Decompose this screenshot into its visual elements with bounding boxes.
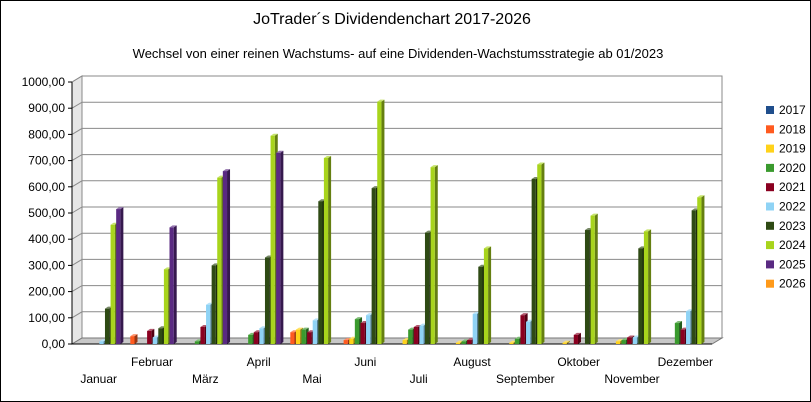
legend-label: 2023	[779, 219, 806, 233]
bar-2019-oktober	[562, 340, 570, 344]
legend-item-2021: 2021	[766, 180, 806, 194]
legend-item-2023: 2023	[766, 219, 806, 233]
category-label-märz: März	[192, 372, 219, 386]
legend-label: 2022	[779, 200, 806, 214]
legend-swatch	[766, 183, 774, 192]
gridline	[71, 101, 722, 109]
axes: 0,00 100,00 200,00 300,00 400,00 500,00 600,00…	[22, 75, 712, 351]
legend-swatch	[766, 144, 774, 153]
legend-swatch	[766, 163, 774, 172]
chart-subtitle: Wechsel von einer reinen Wachstums- auf …	[133, 46, 664, 61]
bar-2025-märz	[222, 169, 231, 344]
gridline	[71, 206, 722, 214]
gridline	[71, 180, 722, 188]
category-label-august: August	[453, 355, 491, 369]
bar-2025-februar	[169, 225, 177, 344]
bar-2018-februar	[130, 334, 138, 344]
legend-swatch	[766, 221, 774, 230]
category-label-september: September	[496, 372, 555, 386]
chart-title: JoTrader´s Dividendenchart 2017-2026	[253, 11, 531, 28]
bars	[99, 99, 705, 345]
bar-2024-september	[537, 162, 545, 344]
legend-item-2024: 2024	[766, 238, 806, 252]
bar-2025-april	[276, 150, 284, 344]
legend-swatch	[766, 125, 774, 134]
category-label-oktober: Oktober	[557, 355, 600, 369]
legend-label: 2024	[779, 238, 806, 252]
category-label-mai: Mai	[302, 372, 321, 386]
gridline	[71, 127, 722, 135]
y-tick-label: 900,00	[28, 101, 65, 115]
legend-item-2017: 2017	[766, 103, 806, 117]
legend-swatch	[766, 106, 774, 114]
legend: 2017 2018 2019 2020 2021 2022 2023 2024 2025 2026	[766, 103, 806, 291]
bar-2024-mai	[323, 155, 332, 344]
legend-item-2026: 2026	[766, 277, 806, 291]
y-tick-label: 300,00	[28, 258, 65, 272]
bar-2024-november	[643, 229, 652, 344]
gridline	[71, 258, 722, 266]
y-tick-label: 800,00	[28, 127, 65, 141]
category-label-juni: Juni	[354, 355, 376, 369]
category-label-november: November	[604, 372, 659, 386]
legend-label: 2018	[779, 122, 806, 136]
category-label-februar: Februar	[131, 355, 173, 369]
y-tick-label: 200,00	[28, 285, 65, 299]
gridline	[71, 311, 722, 319]
legend-label: 2021	[779, 180, 806, 194]
y-tick-label: 700,00	[28, 154, 65, 168]
y-tick-label: 1000,00	[22, 75, 66, 89]
legend-label: 2017	[779, 103, 806, 117]
gridline	[71, 154, 722, 162]
bar-2024-oktober	[590, 213, 598, 344]
y-tick-label: 600,00	[28, 180, 65, 194]
legend-swatch	[766, 202, 774, 211]
legend-swatch	[766, 260, 774, 269]
legend-item-2019: 2019	[766, 142, 806, 156]
legend-label: 2026	[779, 277, 806, 291]
legend-item-2025: 2025	[766, 257, 806, 271]
gridline	[71, 285, 722, 293]
legend-label: 2025	[779, 257, 806, 271]
bar-2024-august	[483, 246, 492, 344]
bar-2025-januar	[116, 207, 124, 344]
category-labels: Januar Februar März April Mai Juni Juli August S…	[80, 355, 713, 386]
category-label-juli: Juli	[410, 372, 428, 386]
gridline	[71, 75, 722, 83]
y-tick-label: 400,00	[28, 232, 65, 246]
gridline	[71, 232, 722, 240]
legend-label: 2019	[779, 142, 806, 156]
bar-2021-oktober	[573, 332, 581, 344]
category-label-april: April	[247, 355, 271, 369]
bar-2024-juni	[377, 99, 385, 345]
category-label-januar: Januar	[80, 372, 117, 386]
legend-label: 2020	[779, 161, 806, 175]
y-tick-label: 0,00	[42, 337, 66, 351]
bar-2024-dezember	[697, 195, 705, 344]
gridlines	[70, 75, 724, 345]
category-label-dezember: Dezember	[658, 355, 713, 369]
y-tick-label: 100,00	[28, 311, 65, 325]
y-tick-label: 500,00	[28, 206, 65, 220]
legend-item-2018: 2018	[766, 122, 806, 136]
bar-2024-juli	[430, 165, 438, 344]
legend-swatch	[766, 241, 774, 250]
legend-item-2022: 2022	[766, 200, 806, 214]
legend-swatch	[766, 279, 774, 288]
legend-item-2020: 2020	[766, 161, 806, 175]
